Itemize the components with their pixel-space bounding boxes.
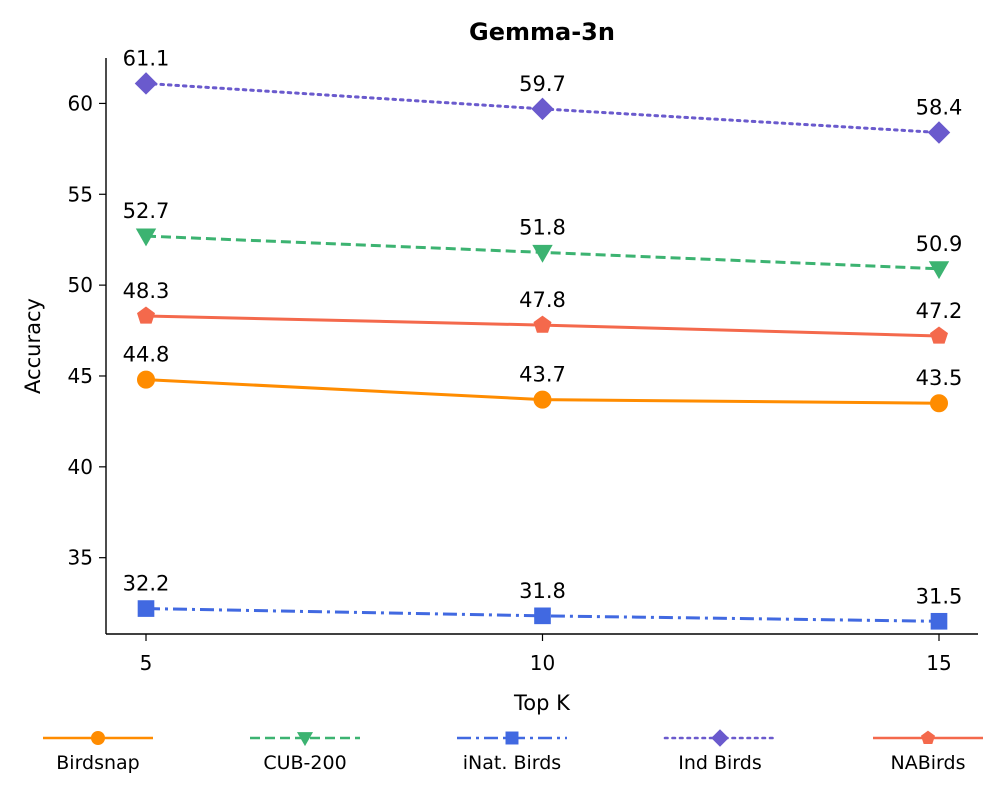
data-point [927, 121, 951, 144]
y-ticks: 35 40 45 50 55 60 [68, 91, 106, 570]
legend: Birdsnap CUB-200 iNat. Birds Ind Birds NABir… [43, 729, 983, 774]
data-label: 61.1 [123, 46, 170, 70]
series-inat-birds [137, 600, 948, 630]
legend-label: CUB-200 [263, 752, 346, 774]
legend-item-nabirds: NABirds [873, 730, 983, 774]
data-point [137, 306, 155, 324]
series-line-inat-birds [145, 607, 940, 623]
data-point [930, 394, 948, 413]
x-axis-label: Top K [513, 691, 571, 715]
legend-marker [711, 729, 729, 747]
legend-marker [296, 732, 314, 747]
y-tick-label: 60 [68, 91, 93, 115]
legend-item-birdsnap: Birdsnap [43, 731, 153, 774]
data-point [930, 612, 948, 630]
series-layer [134, 72, 951, 630]
axes [105, 58, 978, 635]
data-label: 44.8 [123, 343, 170, 367]
data-label: 59.7 [519, 72, 566, 96]
y-tick-label: 55 [68, 182, 93, 206]
y-tick-label: 45 [68, 364, 93, 388]
data-label: 52.7 [123, 199, 170, 223]
legend-item-cub-200: CUB-200 [250, 732, 360, 774]
data-point [134, 72, 158, 95]
data-label: 43.5 [916, 366, 963, 390]
data-point [930, 326, 948, 344]
data-point [534, 607, 551, 625]
legend-marker [920, 730, 936, 744]
data-point [135, 228, 157, 247]
y-tick-label: 35 [68, 546, 93, 570]
y-tick-label: 40 [68, 455, 93, 479]
data-label: 48.3 [123, 279, 170, 303]
series-cub-200 [135, 228, 950, 280]
data-point [137, 370, 155, 389]
chart-title: Gemma-3n [469, 18, 615, 46]
data-label: 31.8 [519, 579, 566, 603]
legend-marker [91, 731, 105, 745]
data-label: 47.2 [916, 299, 963, 323]
data-label: 43.7 [519, 363, 566, 387]
y-axis-label: Accuracy [21, 298, 45, 394]
series-birdsnap [137, 370, 948, 413]
series-nabirds [137, 306, 948, 344]
legend-label: Ind Birds [678, 752, 762, 774]
legend-label: iNat. Birds [463, 752, 561, 774]
legend-item-ind-birds: Ind Birds [663, 729, 777, 774]
data-labels: 44.8 43.7 43.5 52.7 51.8 50.9 32.2 31.8 31.5 61.1… [123, 46, 963, 608]
data-point [533, 390, 552, 409]
legend-label: Birdsnap [56, 752, 140, 774]
data-label: 50.9 [916, 232, 963, 256]
legend-item-inat-birds: iNat. Birds [457, 731, 567, 774]
y-tick-label: 50 [68, 273, 93, 297]
data-label: 32.2 [123, 572, 170, 596]
x-tick-label: 10 [530, 651, 555, 675]
data-point [532, 244, 553, 263]
series-ind-birds [134, 72, 951, 144]
legend-label: NABirds [891, 752, 966, 774]
data-label: 58.4 [916, 95, 963, 119]
data-label: 47.8 [519, 288, 566, 312]
data-label: 51.8 [519, 215, 566, 239]
data-point [531, 97, 554, 121]
x-ticks: 5 10 15 [140, 634, 952, 675]
data-point [137, 600, 155, 617]
legend-marker [505, 731, 519, 745]
data-point [928, 261, 950, 280]
x-tick-label: 5 [140, 651, 153, 675]
data-label: 31.5 [916, 584, 963, 608]
x-tick-label: 15 [926, 651, 951, 675]
data-point [533, 315, 552, 333]
